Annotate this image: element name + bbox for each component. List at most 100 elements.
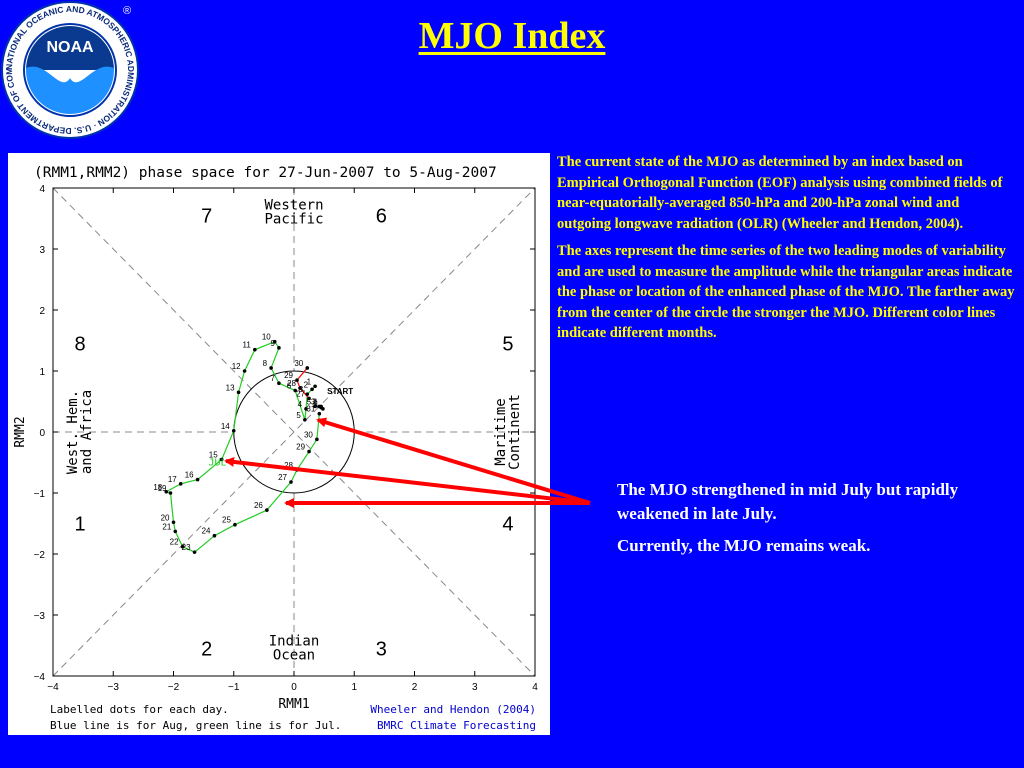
day-label: 3 — [299, 385, 304, 394]
day-label: 18 — [153, 483, 162, 492]
y-tick-label: −4 — [34, 672, 46, 683]
day-point — [303, 418, 307, 422]
logo-registered-mark: ® — [123, 5, 131, 17]
description-panel: The current state of the MJO as determin… — [557, 152, 1015, 351]
day-point — [295, 468, 299, 472]
phase-number-1: 1 — [75, 514, 86, 536]
day-point — [305, 392, 310, 396]
phase-number-7: 7 — [201, 205, 212, 227]
day-point — [310, 387, 314, 392]
day-label: 4 — [298, 400, 303, 409]
day-label: 16 — [185, 471, 194, 480]
day-label: 20 — [161, 513, 170, 522]
day-point — [289, 480, 293, 484]
day-label: 27 — [278, 473, 287, 482]
chart-title: (RMM1,RMM2) phase space for 27-Jun-2007 … — [34, 165, 497, 181]
day-point — [195, 477, 200, 482]
day-label: 3 — [311, 397, 316, 406]
day-label: 2 — [313, 397, 318, 406]
footer-left-line-2: Blue line is for Aug, green line is for … — [50, 719, 341, 732]
day-point — [315, 437, 319, 442]
day-point — [168, 491, 173, 495]
day-point — [295, 378, 299, 382]
y-tick-label: 4 — [39, 184, 45, 195]
phase-number-2: 2 — [201, 639, 212, 661]
day-point — [313, 404, 317, 409]
region-label-line: Western — [264, 197, 323, 213]
day-point — [305, 366, 310, 370]
phase-number-3: 3 — [376, 639, 387, 661]
month-label-jul: JUL — [208, 458, 226, 469]
day-label: 13 — [226, 383, 235, 392]
region-label: West. Hem.and Africa — [65, 390, 95, 474]
diagonal-guide — [52, 187, 536, 677]
day-label: 14 — [221, 422, 230, 431]
phase-number-5: 5 — [502, 334, 513, 356]
description-paragraph-1: The current state of the MJO as determin… — [557, 154, 1003, 232]
phase-number-4: 4 — [502, 514, 513, 536]
y-axis-label: RMM2 — [13, 416, 28, 447]
page-title: MJO Index — [418, 15, 606, 57]
y-tick-label: −1 — [34, 489, 46, 500]
day-label: 15 — [209, 450, 218, 459]
region-label-line: and Africa — [79, 390, 95, 474]
day-point — [265, 508, 269, 512]
day-label: 1 — [314, 400, 319, 409]
day-label: 28 — [284, 461, 293, 470]
day-point — [277, 381, 281, 385]
day-point — [293, 388, 298, 393]
day-point — [233, 522, 237, 527]
annotation-line-1: The MJO strengthened in mid July but rap… — [617, 480, 959, 523]
day-point — [219, 457, 224, 462]
day-point — [173, 529, 178, 534]
annotation-line-2: Currently, the MJO remains weak. — [617, 536, 871, 555]
y-tick-label: 3 — [39, 245, 45, 256]
footer-left-line-1: Labelled dots for each day. — [50, 703, 229, 716]
x-tick-label: 2 — [412, 682, 418, 693]
day-label: 2 — [304, 380, 309, 389]
day-label: 12 — [232, 362, 241, 371]
x-tick-label: −2 — [168, 682, 180, 693]
day-label: 9 — [270, 339, 275, 348]
day-point — [317, 411, 322, 416]
day-label: 1 — [307, 377, 312, 386]
day-label: 26 — [254, 501, 263, 510]
noaa-logo: NOAA NATIONAL OCEANIC AND ATMOSPHERIC AD… — [0, 0, 140, 140]
day-label: 29 — [296, 443, 305, 452]
y-tick-label: −3 — [34, 611, 46, 622]
day-label: 17 — [168, 475, 177, 484]
day-label: 30 — [304, 430, 313, 439]
x-tick-label: −4 — [47, 682, 59, 693]
logo-noaa-text: NOAA — [46, 39, 94, 56]
x-tick-label: 3 — [472, 682, 478, 693]
day-label: 11 — [243, 341, 252, 350]
mjo-phase-chart: (RMM1,RMM2) phase space for 27-Jun-2007 … — [8, 153, 550, 735]
day-label: 5 — [307, 397, 312, 406]
y-tick-label: 2 — [39, 306, 45, 317]
day-label: 31 — [306, 405, 315, 414]
day-label: 7 — [270, 374, 275, 383]
y-tick-label: 1 — [39, 367, 45, 378]
footer-right-line-1: Wheeler and Hendon (2004) — [370, 703, 536, 716]
region-label-line: Pacific — [264, 211, 323, 227]
region-label-line: Continent — [507, 394, 523, 470]
region-label-line: West. Hem. — [65, 390, 81, 474]
day-point — [231, 428, 236, 433]
footer-right-line-2: BMRC Climate Forecasting — [377, 719, 536, 732]
y-tick-label: −2 — [34, 550, 46, 561]
y-tick-label: 0 — [39, 428, 45, 439]
day-label: 5 — [296, 411, 301, 420]
day-point — [236, 390, 241, 395]
day-point — [313, 384, 317, 389]
x-tick-label: 4 — [532, 682, 538, 693]
series-line-jun — [296, 367, 310, 399]
day-point — [180, 544, 185, 549]
day-point — [319, 405, 323, 410]
phase-number-8: 8 — [75, 334, 86, 356]
day-point — [277, 346, 281, 350]
day-label: 27 — [296, 389, 305, 398]
day-label: 23 — [182, 543, 191, 552]
